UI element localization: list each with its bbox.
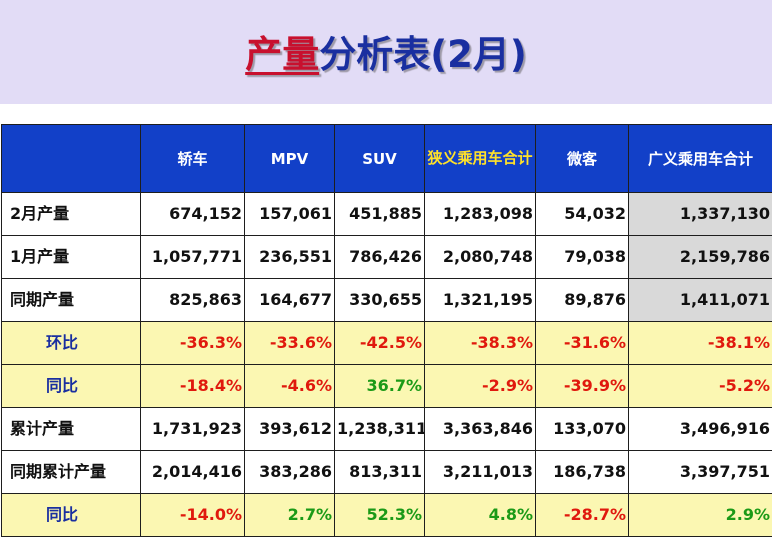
table-cell: -42.5% (334, 321, 425, 365)
header-minivan: 微客 (535, 124, 629, 193)
table-cell: 36.7% (334, 364, 425, 408)
row-label: 累计产量 (1, 407, 141, 451)
header-broad-total: 广义乘用车合计 (628, 124, 772, 193)
table-row: 同比 -18.4% -4.6% 36.7% -2.9% -39.9% -5.2% (1, 364, 772, 408)
row-label: 2月产量 (1, 192, 141, 236)
header-mpv: MPV (244, 124, 335, 193)
table-cell: 186,738 (535, 450, 629, 494)
table-cell: 2.7% (244, 493, 335, 537)
table-cell: 1,283,098 (424, 192, 536, 236)
header-sedan: 轿车 (140, 124, 245, 193)
title-rest: 分析表(2月) (319, 33, 527, 76)
header-suv: SUV (334, 124, 425, 193)
table-row: 环比 -36.3% -33.6% -42.5% -38.3% -31.6% -38.1% (1, 321, 772, 365)
table-cell: 393,612 (244, 407, 335, 451)
table-cell: 2,080,748 (424, 235, 536, 279)
row-label: 1月产量 (1, 235, 141, 279)
table-cell: 3,397,751 (628, 450, 772, 494)
table-cell: -18.4% (140, 364, 245, 408)
table-cell: -38.1% (628, 321, 772, 365)
table-row: 2月产量 674,152 157,061 451,885 1,283,098 54,032… (1, 192, 772, 236)
table-cell: 786,426 (334, 235, 425, 279)
row-label: 同比 (1, 364, 141, 408)
row-label: 同比 (1, 493, 141, 537)
table-cell: 451,885 (334, 192, 425, 236)
table-header-row: 轿车 MPV SUV 狭义乘用车合计 微客 广义乘用车合计 (1, 124, 772, 193)
table-cell: 164,677 (244, 278, 335, 322)
table-cell: 133,070 (535, 407, 629, 451)
header-narrow-total: 狭义乘用车合计 (424, 124, 536, 193)
table-cell: 54,032 (535, 192, 629, 236)
table-cell: 3,211,013 (424, 450, 536, 494)
table-cell: 674,152 (140, 192, 245, 236)
table-cell: 2,014,416 (140, 450, 245, 494)
table-cell: -28.7% (535, 493, 629, 537)
table-row: 同比 -14.0% 2.7% 52.3% 4.8% -28.7% 2.9% (1, 493, 772, 537)
table-cell: 2,159,786 (628, 235, 772, 279)
table-cell: -38.3% (424, 321, 536, 365)
table-cell: -39.9% (535, 364, 629, 408)
table-cell: -33.6% (244, 321, 335, 365)
table-cell: 813,311 (334, 450, 425, 494)
title-band (0, 0, 772, 104)
title-highlight: 产量 (245, 33, 320, 76)
table-cell: 1,057,771 (140, 235, 245, 279)
table-cell: 89,876 (535, 278, 629, 322)
table-row: 1月产量 1,057,771 236,551 786,426 2,080,748 79,0… (1, 235, 772, 279)
table-cell: 330,655 (334, 278, 425, 322)
table-cell: 3,363,846 (424, 407, 536, 451)
table-cell: 3,496,916 (628, 407, 772, 451)
row-label: 环比 (1, 321, 141, 365)
table-cell: -36.3% (140, 321, 245, 365)
table-cell: 1,411,071 (628, 278, 772, 322)
table-row: 累计产量 1,731,923 393,612 1,238,311 3,363,846 13… (1, 407, 772, 451)
table-cell: -2.9% (424, 364, 536, 408)
table-cell: 1,731,923 (140, 407, 245, 451)
row-label: 同期产量 (1, 278, 141, 322)
table-cell: 79,038 (535, 235, 629, 279)
table-row: 同期累计产量 2,014,416 383,286 813,311 3,211,013 18… (1, 450, 772, 494)
table-cell: 52.3% (334, 493, 425, 537)
table-cell: -31.6% (535, 321, 629, 365)
table-cell: 4.8% (424, 493, 536, 537)
table-cell: -4.6% (244, 364, 335, 408)
table-cell: 236,551 (244, 235, 335, 279)
page-title: 产量分析表(2月) (0, 30, 772, 80)
header-corner (1, 124, 141, 193)
table-cell: 1,321,195 (424, 278, 536, 322)
table-cell: -5.2% (628, 364, 772, 408)
row-label: 同期累计产量 (1, 450, 141, 494)
table-cell: 157,061 (244, 192, 335, 236)
table-row: 同期产量 825,863 164,677 330,655 1,321,195 89,876… (1, 278, 772, 322)
table-cell: -14.0% (140, 493, 245, 537)
production-analysis-table: 轿车 MPV SUV 狭义乘用车合计 微客 广义乘用车合计 2月产量 674,15… (1, 124, 772, 537)
table-cell: 383,286 (244, 450, 335, 494)
table-cell: 1,337,130 (628, 192, 772, 236)
table-cell: 2.9% (628, 493, 772, 537)
table-cell: 825,863 (140, 278, 245, 322)
table-cell: 1,238,311 (334, 407, 425, 451)
